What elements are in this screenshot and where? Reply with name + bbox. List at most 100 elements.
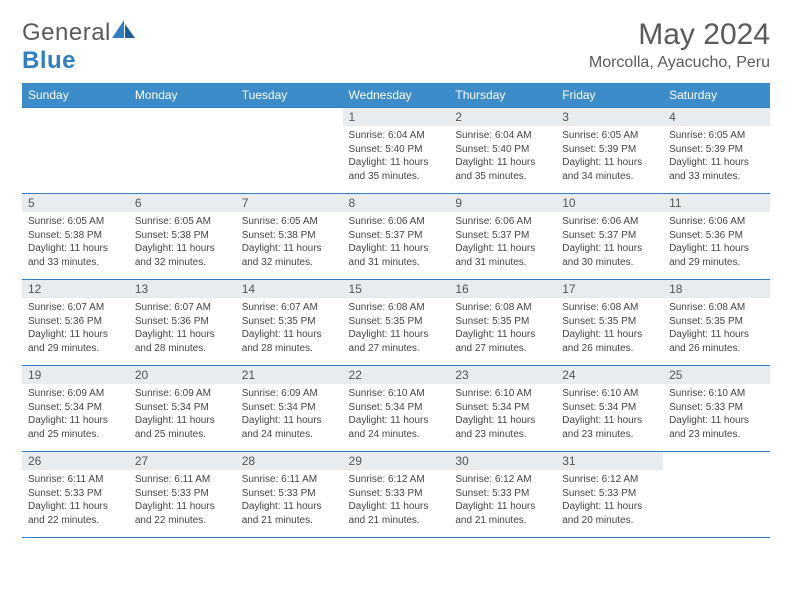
daylight-line: Daylight: 11 hours and 33 minutes.: [28, 243, 108, 268]
day-number: 4: [663, 108, 770, 126]
calendar-cell: 25Sunrise: 6:10 AMSunset: 5:33 PMDayligh…: [663, 366, 770, 452]
day-number: 22: [343, 366, 450, 384]
daylight-line: Daylight: 11 hours and 31 minutes.: [455, 243, 535, 268]
day-content: Sunrise: 6:10 AMSunset: 5:34 PMDaylight:…: [449, 384, 556, 445]
day-number: 2: [449, 108, 556, 126]
logo-word2: Blue: [22, 47, 76, 74]
calendar-cell: 8Sunrise: 6:06 AMSunset: 5:37 PMDaylight…: [343, 194, 450, 280]
sunset-line: Sunset: 5:34 PM: [455, 402, 529, 413]
day-content: Sunrise: 6:10 AMSunset: 5:34 PMDaylight:…: [556, 384, 663, 445]
sunrise-line: Sunrise: 6:08 AM: [562, 302, 638, 313]
day-content: Sunrise: 6:07 AMSunset: 5:36 PMDaylight:…: [22, 298, 129, 359]
day-number: 31: [556, 452, 663, 470]
calendar-cell: [22, 108, 129, 194]
calendar-cell: 20Sunrise: 6:09 AMSunset: 5:34 PMDayligh…: [129, 366, 236, 452]
sunset-line: Sunset: 5:33 PM: [669, 402, 743, 413]
sunset-line: Sunset: 5:35 PM: [242, 316, 316, 327]
sunrise-line: Sunrise: 6:05 AM: [669, 130, 745, 141]
day-content: Sunrise: 6:04 AMSunset: 5:40 PMDaylight:…: [343, 126, 450, 187]
calendar-cell: 14Sunrise: 6:07 AMSunset: 5:35 PMDayligh…: [236, 280, 343, 366]
day-content: Sunrise: 6:08 AMSunset: 5:35 PMDaylight:…: [663, 298, 770, 359]
sunset-line: Sunset: 5:34 PM: [349, 402, 423, 413]
calendar-cell: 12Sunrise: 6:07 AMSunset: 5:36 PMDayligh…: [22, 280, 129, 366]
day-content: Sunrise: 6:07 AMSunset: 5:35 PMDaylight:…: [236, 298, 343, 359]
calendar-cell: 21Sunrise: 6:09 AMSunset: 5:34 PMDayligh…: [236, 366, 343, 452]
calendar-cell: 24Sunrise: 6:10 AMSunset: 5:34 PMDayligh…: [556, 366, 663, 452]
day-number: 13: [129, 280, 236, 298]
day-number: 18: [663, 280, 770, 298]
sunrise-line: Sunrise: 6:10 AM: [669, 388, 745, 399]
calendar-cell: 5Sunrise: 6:05 AMSunset: 5:38 PMDaylight…: [22, 194, 129, 280]
logo-word1: General: [22, 19, 111, 46]
daylight-line: Daylight: 11 hours and 31 minutes.: [349, 243, 429, 268]
sunrise-line: Sunrise: 6:06 AM: [562, 216, 638, 227]
day-content: Sunrise: 6:06 AMSunset: 5:37 PMDaylight:…: [449, 212, 556, 273]
calendar-cell: 2Sunrise: 6:04 AMSunset: 5:40 PMDaylight…: [449, 108, 556, 194]
day-number: 21: [236, 366, 343, 384]
daylight-line: Daylight: 11 hours and 20 minutes.: [562, 501, 642, 526]
sunset-line: Sunset: 5:35 PM: [669, 316, 743, 327]
sunset-line: Sunset: 5:35 PM: [455, 316, 529, 327]
day-number: 20: [129, 366, 236, 384]
sunset-line: Sunset: 5:34 PM: [28, 402, 102, 413]
month-title: May 2024: [589, 18, 770, 52]
daylight-line: Daylight: 11 hours and 23 minutes.: [562, 415, 642, 440]
daylight-line: Daylight: 11 hours and 22 minutes.: [135, 501, 215, 526]
sunset-line: Sunset: 5:36 PM: [669, 230, 743, 241]
calendar-cell: 22Sunrise: 6:10 AMSunset: 5:34 PMDayligh…: [343, 366, 450, 452]
day-number: 11: [663, 194, 770, 212]
day-number: 14: [236, 280, 343, 298]
daylight-line: Daylight: 11 hours and 22 minutes.: [28, 501, 108, 526]
sunset-line: Sunset: 5:35 PM: [562, 316, 636, 327]
sunrise-line: Sunrise: 6:10 AM: [349, 388, 425, 399]
day-content: Sunrise: 6:06 AMSunset: 5:37 PMDaylight:…: [343, 212, 450, 273]
calendar-cell: 10Sunrise: 6:06 AMSunset: 5:37 PMDayligh…: [556, 194, 663, 280]
day-number: 5: [22, 194, 129, 212]
daylight-line: Daylight: 11 hours and 29 minutes.: [28, 329, 108, 354]
sunset-line: Sunset: 5:37 PM: [349, 230, 423, 241]
sunrise-line: Sunrise: 6:11 AM: [135, 474, 210, 485]
day-number: 9: [449, 194, 556, 212]
sunrise-line: Sunrise: 6:05 AM: [28, 216, 104, 227]
calendar-cell: 30Sunrise: 6:12 AMSunset: 5:33 PMDayligh…: [449, 452, 556, 538]
sunrise-line: Sunrise: 6:11 AM: [242, 474, 317, 485]
sunrise-line: Sunrise: 6:08 AM: [349, 302, 425, 313]
day-content: Sunrise: 6:10 AMSunset: 5:33 PMDaylight:…: [663, 384, 770, 445]
sunrise-line: Sunrise: 6:06 AM: [455, 216, 531, 227]
calendar-cell: [129, 108, 236, 194]
day-content: Sunrise: 6:05 AMSunset: 5:38 PMDaylight:…: [129, 212, 236, 273]
day-number: 3: [556, 108, 663, 126]
day-content: Sunrise: 6:08 AMSunset: 5:35 PMDaylight:…: [556, 298, 663, 359]
day-number: 24: [556, 366, 663, 384]
calendar-cell: 29Sunrise: 6:12 AMSunset: 5:33 PMDayligh…: [343, 452, 450, 538]
calendar-cell: 16Sunrise: 6:08 AMSunset: 5:35 PMDayligh…: [449, 280, 556, 366]
day-number: 23: [449, 366, 556, 384]
sunset-line: Sunset: 5:36 PM: [135, 316, 209, 327]
logo-text: GeneralBlue: [22, 18, 137, 75]
calendar-cell: 7Sunrise: 6:05 AMSunset: 5:38 PMDaylight…: [236, 194, 343, 280]
day-number: 26: [22, 452, 129, 470]
daylight-line: Daylight: 11 hours and 28 minutes.: [242, 329, 322, 354]
day-number: 6: [129, 194, 236, 212]
day-number: 28: [236, 452, 343, 470]
sunset-line: Sunset: 5:33 PM: [242, 488, 316, 499]
calendar-table: Sunday Monday Tuesday Wednesday Thursday…: [22, 83, 770, 554]
weekday-header: Monday: [129, 83, 236, 108]
sunrise-line: Sunrise: 6:10 AM: [562, 388, 638, 399]
day-content: Sunrise: 6:05 AMSunset: 5:38 PMDaylight:…: [22, 212, 129, 273]
sunset-line: Sunset: 5:40 PM: [455, 144, 529, 155]
calendar-week: 19Sunrise: 6:09 AMSunset: 5:34 PMDayligh…: [22, 366, 770, 452]
sunrise-line: Sunrise: 6:08 AM: [669, 302, 745, 313]
weekday-header: Wednesday: [343, 83, 450, 108]
daylight-line: Daylight: 11 hours and 21 minutes.: [242, 501, 322, 526]
daylight-line: Daylight: 11 hours and 32 minutes.: [242, 243, 322, 268]
sunset-line: Sunset: 5:33 PM: [135, 488, 209, 499]
daylight-line: Daylight: 11 hours and 32 minutes.: [135, 243, 215, 268]
sail-icon: [111, 18, 137, 40]
daylight-line: Daylight: 11 hours and 29 minutes.: [669, 243, 749, 268]
sunrise-line: Sunrise: 6:12 AM: [349, 474, 425, 485]
weekday-row: Sunday Monday Tuesday Wednesday Thursday…: [22, 83, 770, 108]
day-number: 8: [343, 194, 450, 212]
day-content: Sunrise: 6:12 AMSunset: 5:33 PMDaylight:…: [449, 470, 556, 531]
day-number: 7: [236, 194, 343, 212]
